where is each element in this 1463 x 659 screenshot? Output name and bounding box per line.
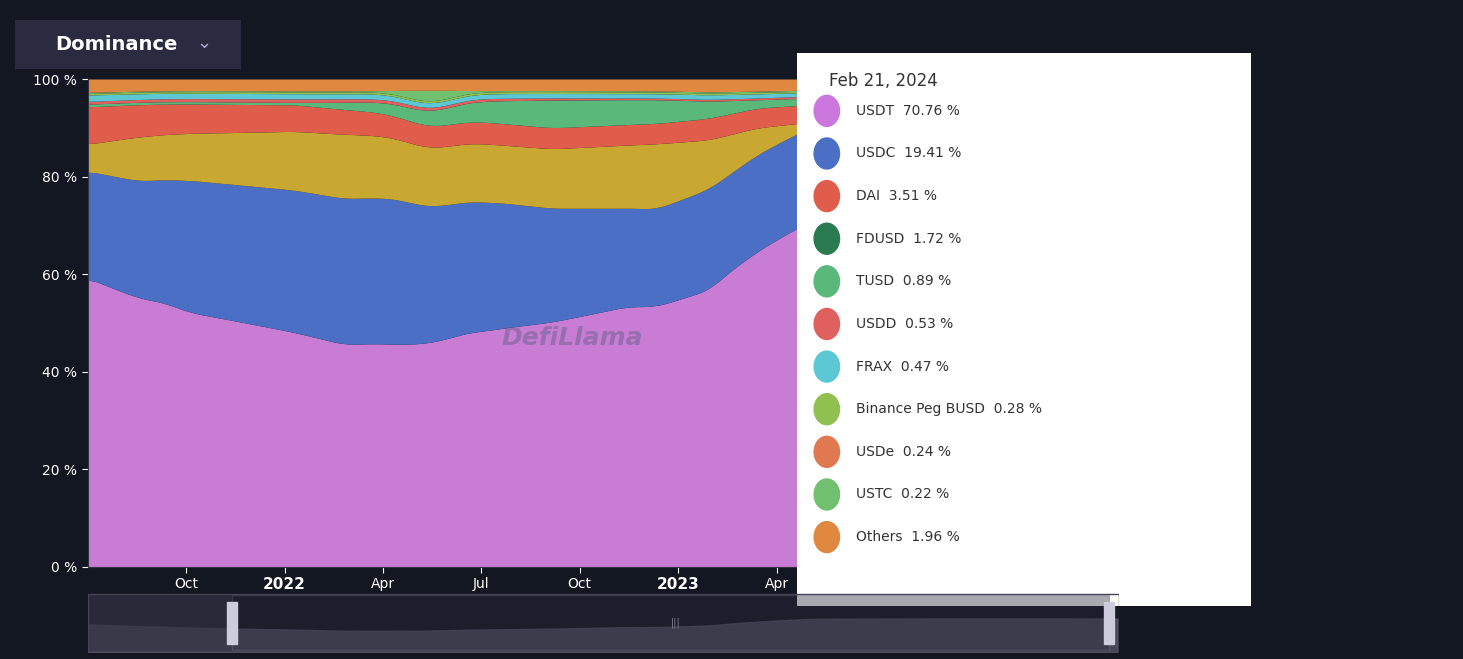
Text: Binance Peg BUSD  0.28 %: Binance Peg BUSD 0.28 %: [856, 402, 1042, 416]
Text: Feb 21, 2024: Feb 21, 2024: [830, 72, 938, 90]
Text: USTC  0.22 %: USTC 0.22 %: [856, 488, 949, 501]
Circle shape: [813, 393, 840, 424]
Text: FDUSD  1.72 %: FDUSD 1.72 %: [856, 232, 961, 246]
Text: Dominance: Dominance: [56, 35, 178, 54]
Text: |||: |||: [672, 617, 680, 628]
Text: DAI  3.51 %: DAI 3.51 %: [856, 189, 938, 203]
Circle shape: [813, 96, 840, 127]
Text: USDD  0.53 %: USDD 0.53 %: [856, 317, 954, 331]
Bar: [88, 594, 233, 651]
Circle shape: [813, 308, 840, 339]
Text: FRAX  0.47 %: FRAX 0.47 %: [856, 360, 949, 374]
Text: USDC  19.41 %: USDC 19.41 %: [856, 146, 961, 161]
Circle shape: [813, 266, 840, 297]
Circle shape: [813, 351, 840, 382]
Text: Others  1.96 %: Others 1.96 %: [856, 530, 960, 544]
Circle shape: [813, 138, 840, 169]
Text: TUSD  0.89 %: TUSD 0.89 %: [856, 274, 951, 289]
FancyBboxPatch shape: [3, 17, 253, 72]
Text: DefiLlama: DefiLlama: [502, 326, 644, 349]
Bar: [233, 596, 1109, 650]
FancyBboxPatch shape: [793, 47, 1255, 612]
Circle shape: [813, 181, 840, 212]
Text: ⌄: ⌄: [196, 34, 211, 53]
Circle shape: [813, 223, 840, 254]
Circle shape: [813, 479, 840, 510]
Text: USDe  0.24 %: USDe 0.24 %: [856, 445, 951, 459]
Circle shape: [813, 436, 840, 467]
Bar: [227, 602, 237, 643]
Bar: [1103, 602, 1113, 643]
Circle shape: [813, 521, 840, 553]
Text: USDT  70.76 %: USDT 70.76 %: [856, 104, 960, 118]
